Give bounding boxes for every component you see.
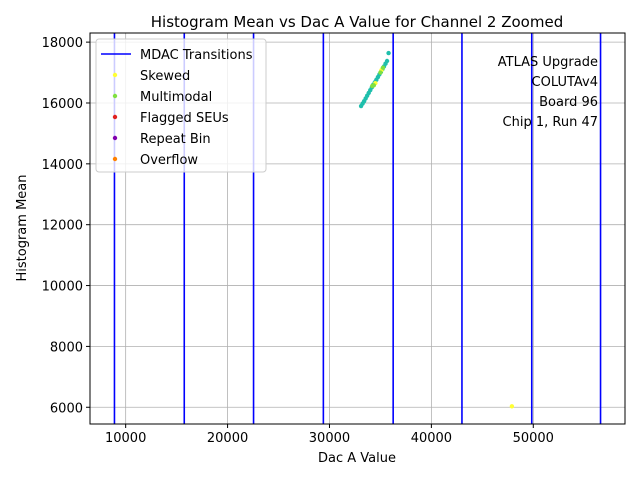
legend-label: Skewed bbox=[140, 69, 190, 84]
y-tick-label: 8000 bbox=[50, 340, 83, 355]
x-axis-ticks: 10000 20000 30000 40000 50000 bbox=[105, 424, 554, 446]
y-tick-label: 10000 bbox=[42, 280, 83, 295]
legend: MDAC Transitions Skewed Multimodal Flagged … bbox=[95, 38, 267, 173]
y-tick-label: 6000 bbox=[50, 401, 83, 416]
legend-marker bbox=[112, 135, 118, 141]
legend-label: Flagged SEUs bbox=[140, 111, 229, 126]
legend-label: Repeat Bin bbox=[140, 132, 211, 147]
y-tick-label: 12000 bbox=[42, 219, 83, 234]
grid-lines bbox=[90, 33, 625, 424]
annotation-line: ATLAS Upgrade bbox=[498, 55, 598, 70]
legend-label: MDAC Transitions bbox=[140, 48, 253, 63]
annotation-line: Chip 1, Run 47 bbox=[503, 115, 598, 130]
legend-box bbox=[95, 38, 267, 173]
y-tick-label: 18000 bbox=[42, 36, 83, 51]
legend-marker bbox=[112, 72, 118, 78]
x-tick-label: 30000 bbox=[309, 431, 350, 446]
y-axis-ticks: 6000 8000 10000 12000 14000 16000 18000 bbox=[42, 36, 90, 416]
legend-marker bbox=[112, 93, 118, 99]
chart-title: Histogram Mean vs Dac A Value for Channe… bbox=[151, 13, 563, 31]
data-points bbox=[358, 50, 515, 409]
plot-frame bbox=[89, 32, 626, 425]
x-axis-label: Dac A Value bbox=[318, 451, 396, 466]
y-tick-label: 14000 bbox=[42, 158, 83, 173]
x-tick-label: 40000 bbox=[411, 431, 452, 446]
data-point bbox=[509, 404, 515, 409]
legend-marker bbox=[112, 156, 118, 162]
legend-label: Overflow bbox=[140, 153, 198, 168]
legend-label: Multimodal bbox=[140, 90, 212, 105]
data-point bbox=[386, 50, 391, 56]
y-tick-label: 16000 bbox=[42, 97, 83, 112]
data-point bbox=[380, 65, 386, 70]
data-point bbox=[384, 58, 390, 64]
legend-marker bbox=[112, 114, 118, 120]
x-tick-label: 50000 bbox=[513, 431, 554, 446]
x-tick-label: 10000 bbox=[105, 431, 146, 446]
x-tick-label: 20000 bbox=[207, 431, 248, 446]
annotation-line: Board 96 bbox=[539, 95, 598, 110]
data-point bbox=[378, 70, 383, 75]
annotation-line: COLUTAv4 bbox=[532, 75, 598, 90]
y-axis-label: Histogram Mean bbox=[15, 175, 30, 282]
annotation-text: ATLAS Upgrade COLUTAv4 Board 96 Chip 1, Run… bbox=[498, 55, 598, 130]
data-point bbox=[371, 83, 377, 88]
